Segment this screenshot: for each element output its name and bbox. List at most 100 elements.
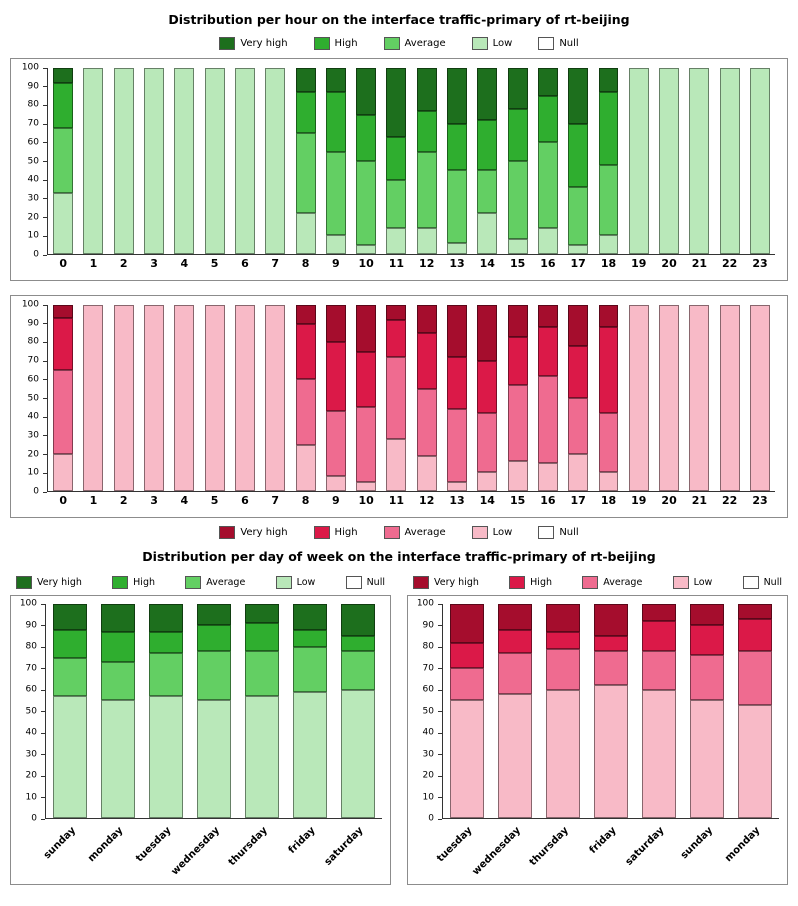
bar-segment-low (447, 242, 467, 254)
y-axis-tick (438, 754, 442, 755)
bar-segment-high (593, 636, 629, 652)
x-axis-label: 1 (89, 257, 98, 270)
bar-segment-average (507, 385, 528, 462)
stacked-bar (447, 68, 467, 254)
stacked-bar (719, 305, 740, 491)
legend-swatch-average (383, 526, 400, 539)
y-axis-label: 70 (422, 663, 434, 673)
bar-segment-average (148, 653, 184, 697)
legend-item: Very high (16, 576, 82, 589)
y-axis: 0 10 20 30 40 50 60 70 80 90 100 (17, 63, 47, 259)
bar-slot (587, 604, 635, 818)
x-slot: saturday (624, 822, 683, 880)
x-axis: tuesday wednesday thursday friday saturday su… (435, 822, 779, 880)
bar-slot (684, 68, 714, 254)
y-axis-tick (438, 775, 442, 777)
x-slot: wednesday (169, 822, 238, 880)
stacked-bar (545, 604, 581, 818)
y-axis: 0 10 20 30 40 50 60 70 80 90 100 (17, 300, 47, 496)
y-axis-tick (43, 86, 47, 88)
bar-slot (491, 604, 539, 818)
bar-slot (412, 305, 442, 491)
bar-slot (190, 604, 238, 818)
legend-swatch-average (582, 576, 599, 589)
bar-segment-high (295, 92, 316, 134)
bar-segment-high (340, 636, 376, 652)
x-axis-label: 5 (210, 257, 219, 270)
bar-segment-average (568, 398, 589, 454)
stacked-bar (537, 68, 558, 254)
bar-segment-average (53, 127, 74, 193)
x-axis-label: 1 (89, 494, 98, 507)
y-axis-tick (43, 379, 47, 381)
y-axis-label: 60 (25, 684, 37, 695)
bar-segment-low (83, 68, 104, 254)
y-axis-tick (43, 341, 47, 343)
hourly-green-chart: 0 10 20 30 40 50 60 70 80 90 100 0 1 2 3 4 5 6 7 8 9 10 11 12 13… (17, 63, 775, 275)
bar-segment-high (356, 114, 377, 162)
legend-swatch-high (509, 576, 526, 589)
bar-segment-high (689, 625, 725, 656)
y-axis-tick (43, 304, 47, 306)
legend-item: Average (383, 526, 446, 539)
y-axis-tick (438, 668, 442, 669)
x-axis-label: 17 (570, 494, 586, 507)
bar-segment-high (447, 123, 467, 171)
bar-segment-low (593, 685, 629, 818)
bar-slot (472, 68, 502, 254)
y-axis-label: 60 (422, 684, 434, 695)
x-slot: 16 (533, 257, 563, 275)
y-axis-tick (43, 217, 47, 219)
y-axis-tick (438, 603, 442, 605)
y-axis-tick (43, 142, 47, 144)
legend-label: Null (763, 577, 782, 588)
bar-segment-low (416, 227, 437, 254)
x-axis-label: 20 (661, 257, 677, 270)
x-slot: 9 (321, 494, 351, 512)
bar-segment-average (545, 648, 581, 690)
legend-label: High (133, 577, 155, 588)
x-axis-label: 9 (331, 494, 340, 507)
legend-swatch-low (471, 526, 488, 539)
y-axis-tick (41, 689, 45, 691)
bar-segment-high (641, 621, 677, 652)
stacked-bar (386, 305, 407, 491)
bar-segment-very-high (737, 604, 773, 619)
legend-swatch-high (313, 526, 330, 539)
legend-item: High (313, 526, 358, 539)
y-axis-tick (43, 161, 47, 162)
y-axis-tick (43, 472, 47, 474)
stacked-bar (537, 305, 558, 491)
bar-slot (635, 604, 683, 818)
bar-slot (169, 68, 199, 254)
bar-segment-high (53, 318, 74, 371)
x-axis-label: 2 (119, 257, 128, 270)
bar-segment-low (148, 696, 184, 818)
bar-segment-very-high (537, 68, 558, 96)
bar-slot (290, 68, 320, 254)
bar-segment-very-high (386, 68, 407, 137)
x-slot: thursday (227, 822, 286, 880)
x-slot: 12 (412, 257, 442, 275)
legend-label: Very high (37, 577, 82, 588)
bar-segment-very-high (447, 305, 467, 358)
stacked-bar (477, 305, 498, 491)
x-axis: 0 1 2 3 4 5 6 7 8 9 10 11 12 13 14 15 16 17 18 19 20 21 22 23 (48, 494, 775, 512)
x-slot: 22 (715, 257, 745, 275)
bar-slot (109, 305, 139, 491)
legend-swatch-very-high (413, 576, 429, 589)
bar-segment-average (100, 661, 136, 701)
bar-segment-average (737, 651, 773, 705)
plot (45, 604, 382, 819)
bar-segment-average (447, 409, 467, 482)
x-slot: 12 (412, 494, 442, 512)
bar-slot (654, 68, 684, 254)
bar-segment-low (628, 68, 649, 254)
x-slot: 0 (48, 257, 78, 275)
bar-segment-high (598, 327, 619, 413)
bar-slot (321, 305, 351, 491)
legend-item: Null (345, 576, 385, 589)
bar-segment-very-high (148, 604, 184, 632)
bar-segment-low (265, 305, 286, 491)
bar-segment-low (659, 68, 680, 254)
